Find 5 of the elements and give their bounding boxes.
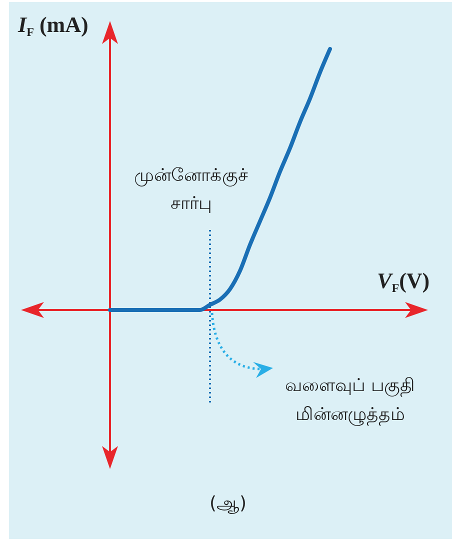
text: (ஆ) [209, 493, 247, 514]
text: வளைவுப் பகுதி மின்னழுத்தம் [285, 375, 415, 426]
x-axis-title: V$_{F}$(V) [377, 268, 430, 295]
annotation: முன்னோக்குச் சார்பு [134, 165, 248, 214]
y-axis-title: I$_{F}$ (mA) [17, 12, 88, 39]
